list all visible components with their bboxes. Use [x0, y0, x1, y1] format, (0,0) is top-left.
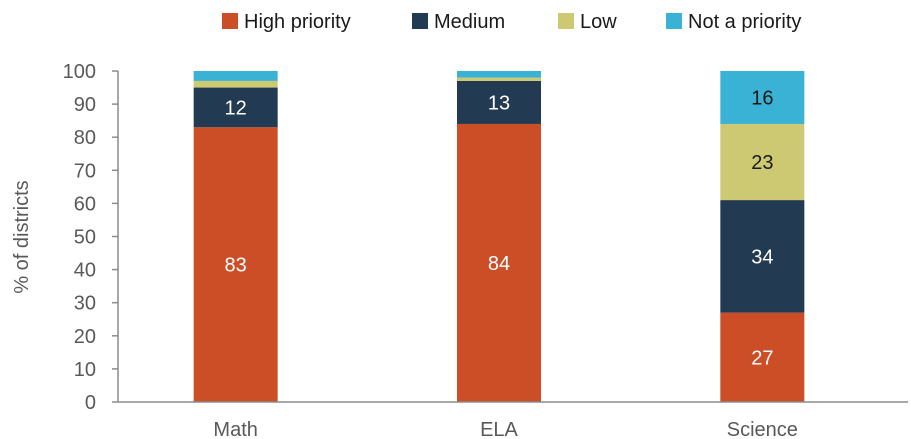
- data-label: 13: [488, 92, 510, 114]
- legend-label: Not a priority: [688, 11, 801, 33]
- bar-segment-low: [720, 123, 805, 201]
- data-label: 83: [225, 255, 247, 277]
- bars: 83 12 84 13 27 34 23 16: [193, 71, 805, 403]
- y-tick-label: 80: [74, 127, 96, 149]
- y-tick-label: 60: [74, 193, 96, 215]
- y-axis-ticks: 0 10 20 30 40 50 60 70 80 90 100: [63, 61, 118, 414]
- x-category-label: Science: [727, 419, 798, 439]
- y-tick-label: 20: [74, 326, 96, 348]
- data-label: 16: [751, 87, 773, 109]
- legend-swatch: [558, 13, 574, 29]
- bar-segment-low: [457, 77, 541, 81]
- bar-segment-high-priority: [720, 312, 805, 402]
- y-axis-title: % of districts: [11, 180, 33, 293]
- y-tick-label: 70: [74, 160, 96, 182]
- legend-swatch: [412, 13, 428, 29]
- bar-segment-medium: [457, 80, 541, 124]
- data-label: 12: [225, 97, 247, 119]
- data-label: 84: [488, 253, 510, 275]
- bar-segment-not-a-priority: [457, 71, 541, 78]
- bar-segment-medium: [720, 200, 805, 313]
- bar-segment-low: [193, 80, 278, 88]
- bar-segment-medium: [193, 87, 278, 128]
- legend-swatch: [666, 13, 682, 29]
- y-tick-label: 10: [74, 359, 96, 381]
- x-category-label: ELA: [480, 419, 518, 439]
- data-label: 27: [751, 347, 773, 369]
- data-label: 23: [751, 152, 773, 174]
- bar-segment-not-a-priority: [193, 71, 278, 81]
- legend-label: Medium: [434, 11, 505, 33]
- legend: High priority Medium Low Not a priority: [222, 11, 801, 33]
- y-tick-label: 50: [74, 227, 96, 249]
- bar-segment-high-priority: [457, 123, 541, 403]
- data-label: 34: [751, 246, 773, 268]
- legend-swatch: [222, 13, 238, 29]
- x-axis-labels: Math ELA Science: [213, 419, 797, 439]
- y-tick-label: 100: [63, 61, 96, 83]
- legend-label: High priority: [244, 11, 351, 33]
- bar-segment-high-priority: [193, 127, 278, 403]
- y-tick-label: 0: [85, 392, 96, 414]
- y-tick-label: 40: [74, 260, 96, 282]
- bar-segment-not-a-priority: [720, 71, 805, 124]
- y-tick-label: 30: [74, 293, 96, 315]
- legend-label: Low: [580, 11, 617, 33]
- x-category-label: Math: [213, 419, 257, 439]
- y-tick-label: 90: [74, 94, 96, 116]
